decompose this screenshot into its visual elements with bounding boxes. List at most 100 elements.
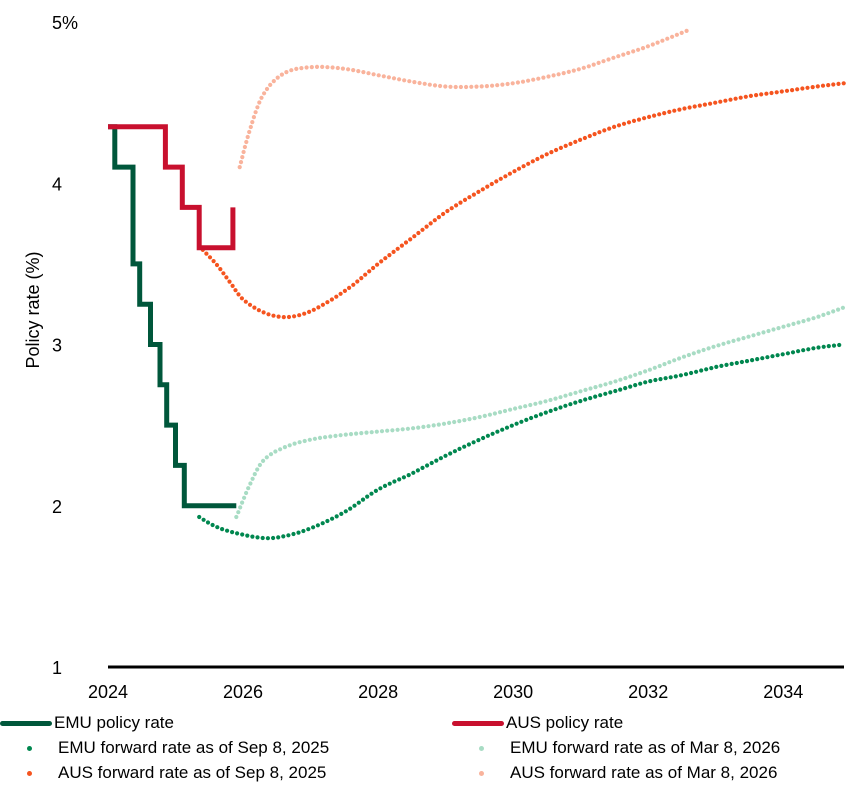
forward-rate-dot xyxy=(237,165,242,170)
series-layer xyxy=(108,28,846,541)
forward-rate-dot xyxy=(482,413,487,418)
forward-rate-dot xyxy=(539,154,545,159)
forward-rate-dot xyxy=(271,313,276,318)
forward-rate-dot xyxy=(401,475,406,480)
forward-rate-dot xyxy=(356,500,361,505)
forward-rate-dot xyxy=(766,328,771,334)
forward-rate-dot xyxy=(729,361,734,366)
forward-rate-dot xyxy=(457,419,462,424)
forward-rate-dot xyxy=(531,77,536,82)
forward-rate-dot xyxy=(334,514,339,519)
forward-rate-dot xyxy=(770,354,775,359)
forward-rate-dot xyxy=(748,93,754,98)
forward-rate-dot xyxy=(302,311,307,316)
forward-rate-dot xyxy=(325,518,330,524)
y-tick-label: 2 xyxy=(52,497,62,517)
forward-rate-dot xyxy=(495,83,500,88)
forward-rate-dot xyxy=(489,181,494,187)
forward-rate-dot xyxy=(673,374,678,379)
forward-rate-dot xyxy=(467,195,472,200)
forward-rate-dot xyxy=(593,394,598,399)
forward-rate-dot xyxy=(452,449,457,454)
forward-rate-dot xyxy=(484,84,489,89)
forward-rate-dot xyxy=(375,262,380,267)
forward-rate-dot xyxy=(330,516,335,521)
forward-rate-dot xyxy=(573,139,578,144)
forward-rate-dot xyxy=(348,432,354,437)
forward-rate-dot xyxy=(343,509,348,514)
y-tick-label: 5% xyxy=(52,13,78,33)
forward-rate-dot xyxy=(744,359,750,364)
forward-rate-dot xyxy=(338,291,343,296)
forward-rate-dot xyxy=(238,160,244,165)
forward-rate-dot xyxy=(801,348,806,353)
forward-rate-dot xyxy=(553,407,558,412)
forward-rate-dot xyxy=(369,491,374,496)
forward-rate-dot xyxy=(568,402,573,407)
forward-rate-dot xyxy=(238,505,243,510)
forward-rate-dot xyxy=(248,481,253,486)
forward-rate-dot xyxy=(403,240,409,245)
series-emu-forward-rate-as-of-mar-8-2026 xyxy=(234,305,846,520)
forward-rate-dot xyxy=(354,431,359,436)
forward-rate-dot xyxy=(255,467,260,472)
legend-item-aus-policy: AUS policy rate xyxy=(452,711,623,735)
forward-rate-dot xyxy=(412,234,417,239)
forward-rate-dot xyxy=(657,363,662,369)
forward-rate-dot xyxy=(469,84,474,89)
forward-rate-dot xyxy=(240,155,245,160)
forward-rate-dot xyxy=(262,91,267,96)
forward-rate-dot xyxy=(518,405,523,410)
forward-rate-dot xyxy=(816,314,821,319)
forward-rate-dot xyxy=(348,506,353,511)
forward-rate-dot xyxy=(631,118,637,123)
forward-rate-dot xyxy=(536,76,541,81)
forward-rate-dot xyxy=(304,65,309,70)
forward-rate-dot xyxy=(420,227,425,232)
x-tick-label: 2024 xyxy=(88,682,128,702)
forward-rate-dot xyxy=(711,344,716,349)
forward-rate-dot xyxy=(544,152,549,157)
forward-rate-dot xyxy=(335,65,340,71)
legend-label-aus-forward-sep: AUS forward rate as of Sep 8, 2025 xyxy=(58,763,327,782)
forward-rate-dot xyxy=(292,441,297,446)
forward-rate-dot xyxy=(821,344,826,349)
forward-rate-dot xyxy=(563,403,568,408)
forward-rate-dot xyxy=(374,429,379,434)
forward-rate-dot xyxy=(759,92,764,97)
forward-rate-dot xyxy=(307,309,312,314)
forward-rate-dot xyxy=(520,79,526,84)
forward-rate-dot xyxy=(836,81,841,86)
forward-rate-dot xyxy=(743,94,748,99)
forward-rate-dot xyxy=(776,326,781,331)
forward-rate-dot xyxy=(736,337,741,342)
forward-rate-dot xyxy=(364,430,369,435)
forward-rate-dot xyxy=(457,446,462,451)
forward-rate-dot xyxy=(573,390,578,395)
forward-rate-dot xyxy=(507,171,512,176)
forward-rate-dot xyxy=(334,294,339,299)
forward-rate-dot xyxy=(454,203,459,208)
forward-rate-dot xyxy=(647,367,653,372)
legend-label-emu-forward-mar: EMU forward rate as of Mar 8, 2026 xyxy=(510,738,781,757)
forward-rate-dot xyxy=(286,314,292,320)
forward-rate-dot xyxy=(553,396,558,401)
forward-rate-dot xyxy=(320,302,325,307)
forward-rate-dot xyxy=(689,370,694,376)
forward-rate-dot xyxy=(210,522,215,528)
forward-rate-dot xyxy=(602,128,607,133)
forward-rate-dot xyxy=(728,97,733,102)
forward-rate-dot xyxy=(411,470,416,475)
forward-rate-dot xyxy=(428,221,433,226)
forward-rate-dot xyxy=(697,103,702,108)
forward-rate-dot xyxy=(667,360,672,365)
forward-rate-dot xyxy=(241,149,246,155)
forward-rate-dot xyxy=(779,89,784,94)
forward-rate-dot xyxy=(292,314,297,319)
forward-rate-dot xyxy=(490,431,495,436)
forward-rate-dot xyxy=(248,124,253,130)
forward-rate-dot xyxy=(765,355,770,360)
forward-rate-dot xyxy=(796,349,801,354)
forward-rate-dot xyxy=(837,342,842,348)
forward-rate-dot xyxy=(268,452,274,457)
